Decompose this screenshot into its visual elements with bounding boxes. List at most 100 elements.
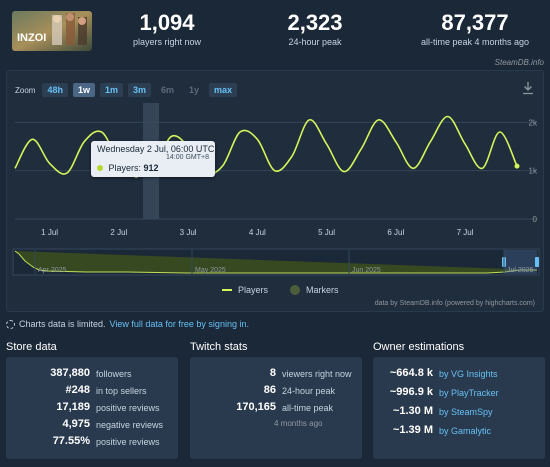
y-tick-label: 1k — [529, 167, 538, 176]
twitch-value: 170,165 — [236, 401, 276, 413]
tooltip-series-label: Players: — [108, 163, 142, 173]
y-tick-label: 0 — [533, 215, 538, 224]
legend-players[interactable]: Players — [222, 285, 268, 295]
chart-data-credit[interactable]: data by SteamDB.info (powered by highcha… — [374, 300, 535, 307]
store-value: 387,880 — [50, 367, 90, 379]
store-label: positive reviews — [96, 437, 160, 447]
twitch-label: viewers right now — [282, 369, 352, 379]
owner-source-link[interactable]: by VG Insights — [439, 369, 498, 379]
data-limited-notice: Charts data is limited. View full data f… — [6, 319, 249, 329]
zoom-controls: Zoom 48h 1w 1m 3m 6m 1y max — [15, 81, 238, 99]
store-label: in top sellers — [96, 386, 147, 396]
navigator-right-handle — [535, 257, 539, 267]
twitch-value: 86 — [263, 384, 276, 396]
zoom-label: Zoom — [15, 85, 36, 95]
notice-text: Charts data is limited. — [19, 319, 106, 329]
legend-markers-label: Markers — [306, 285, 339, 295]
tooltip-subtitle: 14:00 GMT+8 — [166, 154, 209, 161]
navigator-tick-label: Jul 2025 — [507, 267, 534, 274]
twitch-row-peak-24h: 86 24-hour peak — [190, 384, 362, 401]
legend-markers-swatch — [290, 285, 301, 295]
zoom-1m-button[interactable]: 1m — [99, 83, 123, 97]
owner-row-steamspy: ~1.30 M by SteamSpy — [373, 405, 545, 422]
info-icon — [6, 319, 15, 329]
zoom-1w-button[interactable]: 1w — [72, 83, 95, 97]
owner-estimations-title: Owner estimations — [373, 341, 465, 353]
chart-tooltip: Wednesday 2 Jul, 06:00 UTC 14:00 GMT+8 P… — [91, 141, 215, 177]
peak-24h-value: 2,323 — [287, 10, 343, 35]
player-count-chart[interactable]: 2k 1k 0 1 Jul 2 Jul 3 Jul 4 Jul 5 Jul 6 Jul 7 Ju… — [7, 71, 545, 283]
players-now-label: players right now — [132, 37, 202, 47]
game-capsule-image[interactable]: INZOI — [12, 11, 92, 51]
download-icon[interactable] — [521, 81, 535, 95]
twitch-value: 8 — [269, 367, 276, 379]
chart-panel: Zoom 48h 1w 1m 3m 6m 1y max 2k 1k 0 1 Jul 2… — [6, 70, 544, 312]
store-value: 4,975 — [62, 418, 90, 430]
zoom-3m-button[interactable]: 3m — [128, 83, 152, 97]
navigator-tick-label: Jun 2025 — [352, 267, 381, 274]
header-bar: INZOI 1,094 players right now 2,323 24-h… — [0, 0, 550, 70]
store-row-positive-percent: 77.55% positive reviews — [6, 435, 178, 452]
all-time-peak-label: all-time peak 4 months ago — [420, 37, 530, 47]
twitch-stats-title: Twitch stats — [190, 341, 248, 353]
store-row-positive-reviews: 17,189 positive reviews — [6, 401, 178, 418]
players-series-line — [14, 115, 518, 177]
tooltip-title: Wednesday 2 Jul, 06:00 UTC — [97, 144, 215, 154]
peak-24h-stat: 2,323 24-hour peak — [260, 10, 370, 49]
game-logo-text: INZOI — [17, 32, 46, 44]
legend-players-swatch — [222, 289, 232, 291]
store-label: negative reviews — [96, 420, 164, 430]
twitch-row-viewers: 8 viewers right now — [190, 367, 362, 384]
owner-value: ~1.30 M — [392, 405, 433, 417]
owner-source-link[interactable]: by SteamSpy — [439, 407, 493, 417]
all-time-peak-stat: 87,377 all-time peak 4 months ago — [400, 10, 550, 49]
owner-estimations-box: ~664.8 k by VG Insights ~996.9 k by Play… — [373, 357, 545, 459]
zoom-max-button[interactable]: max — [209, 83, 238, 97]
zoom-1y-button: 1y — [189, 85, 200, 95]
x-tick-label: 2 Jul — [110, 228, 127, 237]
owner-source-link[interactable]: by PlayTracker — [439, 388, 499, 398]
twitch-stats-box: 8 viewers right now 86 24-hour peak 170,… — [190, 357, 362, 459]
owner-source-link[interactable]: by Gamalytic — [439, 426, 492, 436]
navigator-window — [504, 250, 537, 274]
store-row-negative-reviews: 4,975 negative reviews — [6, 418, 178, 435]
owner-row-playtracker: ~996.9 k by PlayTracker — [373, 386, 545, 403]
players-now-stat: 1,094 players right now — [112, 10, 222, 49]
sign-in-link[interactable]: View full data for free by signing in. — [109, 319, 249, 329]
x-tick-label: 4 Jul — [249, 228, 266, 237]
store-data-box: 387,880 followers #248 in top sellers 17… — [6, 357, 178, 459]
zoom-48h-button[interactable]: 48h — [42, 83, 68, 97]
twitch-peak-time: 4 months ago — [274, 419, 323, 428]
legend-markers[interactable]: Markers — [290, 285, 339, 295]
y-tick-label: 2k — [529, 118, 538, 127]
owner-row-vg-insights: ~664.8 k by VG Insights — [373, 367, 545, 384]
store-label: positive reviews — [96, 403, 160, 413]
x-tick-label: 1 Jul — [41, 228, 58, 237]
peak-24h-label: 24-hour peak — [288, 37, 342, 47]
tooltip-series-dot — [97, 165, 103, 171]
players-now-value: 1,094 — [139, 10, 195, 35]
owner-row-gamalytic: ~1.39 M by Gamalytic — [373, 424, 545, 441]
x-tick-label: 6 Jul — [387, 228, 404, 237]
x-tick-label: 7 Jul — [457, 228, 474, 237]
twitch-label: all-time peak — [282, 403, 334, 413]
steamdb-credit[interactable]: SteamDB.info — [494, 58, 544, 67]
store-value: 77.55% — [52, 435, 90, 447]
twitch-label: 24-hour peak — [282, 386, 336, 396]
tooltip-series-value: 912 — [143, 163, 159, 173]
store-value: #248 — [65, 384, 90, 396]
tooltip-series: Players: 912 — [97, 163, 159, 173]
store-row-followers: 387,880 followers — [6, 367, 178, 384]
twitch-row-all-time-peak: 170,165 all-time peak — [190, 401, 362, 418]
store-row-top-sellers: #248 in top sellers — [6, 384, 178, 401]
store-value: 17,189 — [56, 401, 90, 413]
owner-value: ~664.8 k — [389, 367, 433, 379]
zoom-6m-button: 6m — [161, 85, 175, 95]
x-tick-label: 5 Jul — [318, 228, 335, 237]
all-time-peak-value: 87,377 — [441, 10, 509, 35]
store-data-title: Store data — [6, 341, 57, 353]
owner-value: ~1.39 M — [392, 424, 433, 436]
navigator-tick-label: Apr 2025 — [38, 267, 67, 274]
x-tick-label: 3 Jul — [180, 228, 197, 237]
chart-legend: Players Markers — [222, 285, 339, 295]
